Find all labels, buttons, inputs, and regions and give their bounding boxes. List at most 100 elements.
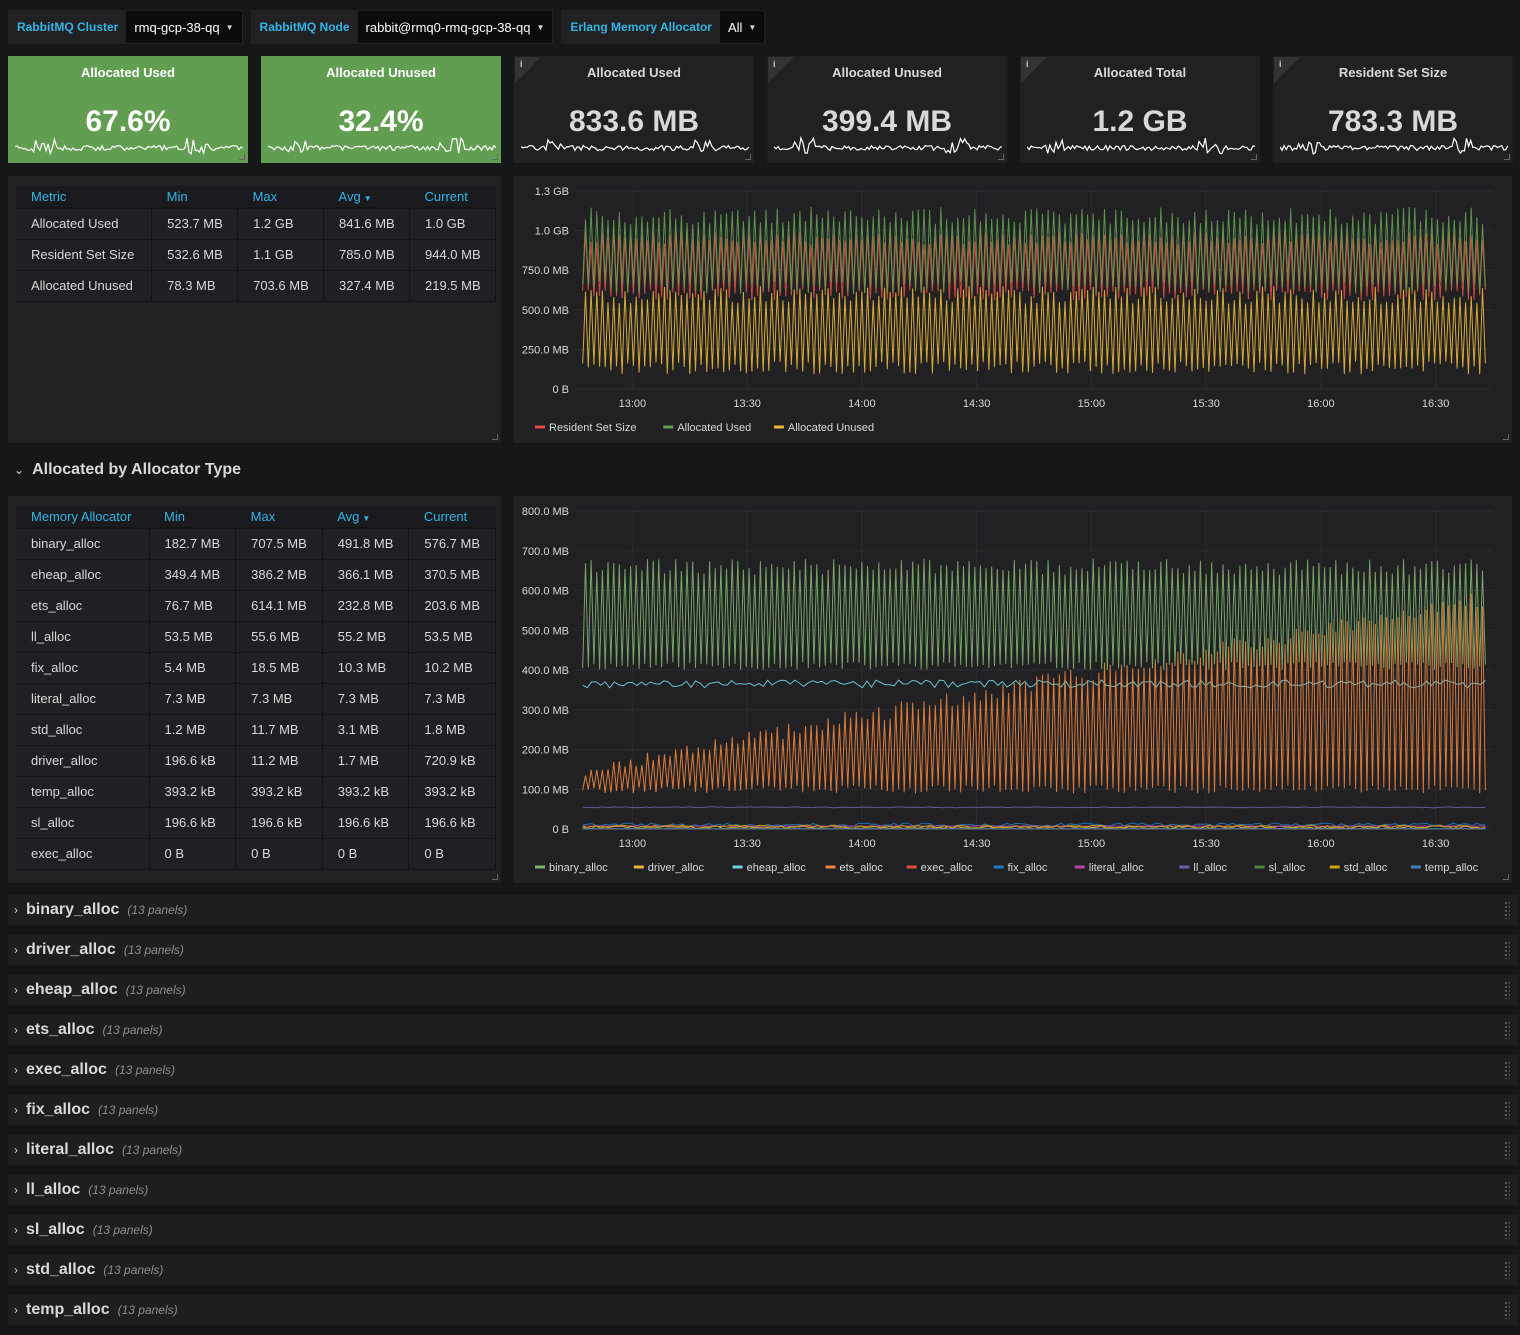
- table-row: std_alloc 1.2 MB 11.7 MB 3.1 MB 1.8 MB: [16, 714, 496, 746]
- chevron-right-icon[interactable]: ›: [14, 983, 18, 997]
- table-row: fix_alloc 5.4 MB 18.5 MB 10.3 MB 10.2 MB: [16, 652, 496, 684]
- chevron-right-icon[interactable]: ›: [14, 1263, 18, 1277]
- column-header[interactable]: Metric: [16, 186, 152, 209]
- stat-allocated-unused-percent[interactable]: Allocated Unused 32.4%: [261, 56, 501, 163]
- chevron-right-icon[interactable]: ›: [14, 943, 18, 957]
- legend-item[interactable]: binary_alloc: [535, 862, 608, 874]
- collapsed-row-std-alloc[interactable]: › std_alloc (13 panels): [8, 1255, 1518, 1285]
- chevron-right-icon[interactable]: ›: [14, 1223, 18, 1237]
- stat-allocated-total[interactable]: i Allocated Total 1.2 GB: [1020, 56, 1260, 163]
- legend-item[interactable]: ll_alloc: [1179, 862, 1228, 874]
- series-line-ll-alloc: [582, 806, 1486, 809]
- chevron-right-icon[interactable]: ›: [14, 1103, 18, 1117]
- legend-item[interactable]: fix_alloc: [993, 862, 1048, 874]
- info-corner[interactable]: [1021, 57, 1047, 83]
- column-header[interactable]: Memory Allocator: [16, 506, 150, 529]
- column-header-sorted[interactable]: Avg ▼: [322, 506, 409, 529]
- drag-handle-icon[interactable]: [1504, 901, 1510, 919]
- legend-item[interactable]: exec_alloc: [906, 862, 973, 874]
- drag-handle-icon[interactable]: [1504, 981, 1510, 999]
- section-row-header[interactable]: ⌄ Allocated by Allocator Type: [14, 458, 241, 482]
- resize-handle[interactable]: [492, 874, 498, 880]
- resize-handle[interactable]: [745, 154, 751, 160]
- legend-item[interactable]: sl_alloc: [1254, 862, 1306, 874]
- resize-handle[interactable]: [492, 154, 498, 160]
- chevron-right-icon[interactable]: ›: [14, 1303, 18, 1317]
- resize-handle[interactable]: [998, 154, 1004, 160]
- legend-item[interactable]: Allocated Used: [663, 422, 751, 434]
- resize-handle[interactable]: [1503, 874, 1509, 880]
- sparkline-path: [521, 138, 749, 153]
- info-icon[interactable]: i: [773, 59, 776, 69]
- collapsed-row-title: fix_alloc: [26, 1101, 91, 1118]
- drag-handle-icon[interactable]: [1504, 1101, 1510, 1119]
- stat-allocated-used-percent[interactable]: Allocated Used 67.6%: [8, 56, 248, 163]
- drag-handle-icon[interactable]: [1504, 1301, 1510, 1319]
- stat-allocated-used[interactable]: i Allocated Used 833.6 MB: [514, 56, 754, 163]
- legend-item[interactable]: ets_alloc: [825, 862, 884, 874]
- column-header[interactable]: Max: [235, 506, 323, 529]
- column-header[interactable]: Min: [149, 506, 236, 529]
- legend-label: eheap_alloc: [747, 862, 807, 874]
- memory-graph-panel[interactable]: 0 B 250.0 MB 500.0 MB 750.0 MB 1.0 GB 1.3 GB 1…: [514, 176, 1512, 443]
- cluster-select[interactable]: rmq-gcp-38-qq ▼: [126, 11, 242, 43]
- stat-resident-set-size[interactable]: i Resident Set Size 783.3 MB: [1273, 56, 1513, 163]
- value-cell: 614.1 MB: [235, 590, 323, 622]
- resize-handle[interactable]: [1251, 154, 1257, 160]
- drag-handle-icon[interactable]: [1504, 1061, 1510, 1079]
- x-tick-label: 16:00: [1307, 398, 1335, 410]
- chevron-right-icon[interactable]: ›: [14, 903, 18, 917]
- allocator-graph[interactable]: 0 B 100.0 MB 200.0 MB 300.0 MB 400.0 MB 500.0…: [515, 497, 1513, 884]
- info-corner[interactable]: [1274, 57, 1300, 83]
- drag-handle-icon[interactable]: [1504, 1021, 1510, 1039]
- stat-allocated-unused[interactable]: i Allocated Unused 399.4 MB: [767, 56, 1007, 163]
- drag-handle-icon[interactable]: [1504, 1181, 1510, 1199]
- info-icon[interactable]: i: [1026, 59, 1029, 69]
- chevron-right-icon[interactable]: ›: [14, 1063, 18, 1077]
- collapsed-row-exec-alloc[interactable]: › exec_alloc (13 panels): [8, 1055, 1518, 1085]
- collapsed-row-panel-count: (13 panels): [122, 1143, 183, 1157]
- drag-handle-icon[interactable]: [1504, 1141, 1510, 1159]
- collapsed-row-driver-alloc[interactable]: › driver_alloc (13 panels): [8, 935, 1518, 965]
- chevron-right-icon[interactable]: ›: [14, 1143, 18, 1157]
- resize-handle[interactable]: [1503, 434, 1509, 440]
- drag-handle-icon[interactable]: [1504, 1221, 1510, 1239]
- legend-item[interactable]: driver_alloc: [633, 862, 705, 874]
- resize-handle[interactable]: [492, 434, 498, 440]
- collapsed-row-eheap-alloc[interactable]: › eheap_alloc (13 panels): [8, 975, 1518, 1005]
- legend-item[interactable]: std_alloc: [1329, 862, 1388, 874]
- info-icon[interactable]: i: [520, 59, 523, 69]
- column-header-sorted[interactable]: Avg ▼: [323, 186, 410, 209]
- column-header[interactable]: Current: [408, 506, 496, 529]
- info-icon[interactable]: i: [1279, 59, 1282, 69]
- collapsed-row-ll-alloc[interactable]: › ll_alloc (13 panels): [8, 1175, 1518, 1205]
- info-corner[interactable]: [515, 57, 541, 83]
- legend-item[interactable]: eheap_alloc: [732, 862, 807, 874]
- legend-item[interactable]: Allocated Unused: [773, 422, 874, 434]
- column-header[interactable]: Min: [151, 186, 238, 209]
- legend-item[interactable]: Resident Set Size: [535, 422, 636, 434]
- chevron-right-icon[interactable]: ›: [14, 1023, 18, 1037]
- allocator-graph-panel[interactable]: 0 B 100.0 MB 200.0 MB 300.0 MB 400.0 MB 500.0…: [514, 496, 1512, 883]
- resize-handle[interactable]: [239, 154, 245, 160]
- collapsed-row-temp-alloc[interactable]: › temp_alloc (13 panels): [8, 1295, 1518, 1325]
- chevron-right-icon[interactable]: ›: [14, 1183, 18, 1197]
- collapsed-row-fix-alloc[interactable]: › fix_alloc (13 panels): [8, 1095, 1518, 1125]
- drag-handle-icon[interactable]: [1504, 1261, 1510, 1279]
- allocator-select[interactable]: All ▼: [719, 11, 765, 43]
- collapsed-row-ets-alloc[interactable]: › ets_alloc (13 panels): [8, 1015, 1518, 1045]
- collapsed-row-binary-alloc[interactable]: › binary_alloc (13 panels): [8, 895, 1518, 925]
- legend-item[interactable]: literal_alloc: [1074, 862, 1145, 874]
- legend-item[interactable]: temp_alloc: [1410, 862, 1479, 874]
- info-corner[interactable]: [768, 57, 794, 83]
- memory-graph[interactable]: 0 B 250.0 MB 500.0 MB 750.0 MB 1.0 GB 1.3 GB 1…: [515, 177, 1513, 444]
- chevron-down-icon[interactable]: ⌄: [14, 463, 25, 477]
- collapsed-row-literal-alloc[interactable]: › literal_alloc (13 panels): [8, 1135, 1518, 1165]
- column-header[interactable]: Current: [409, 186, 496, 209]
- column-header[interactable]: Max: [237, 186, 324, 209]
- node-select[interactable]: rabbit@rmq0-rmq-gcp-38-qq ▼: [357, 11, 553, 43]
- x-tick-label: 16:30: [1422, 398, 1450, 410]
- resize-handle[interactable]: [1504, 154, 1510, 160]
- drag-handle-icon[interactable]: [1504, 941, 1510, 959]
- collapsed-row-sl-alloc[interactable]: › sl_alloc (13 panels): [8, 1215, 1518, 1245]
